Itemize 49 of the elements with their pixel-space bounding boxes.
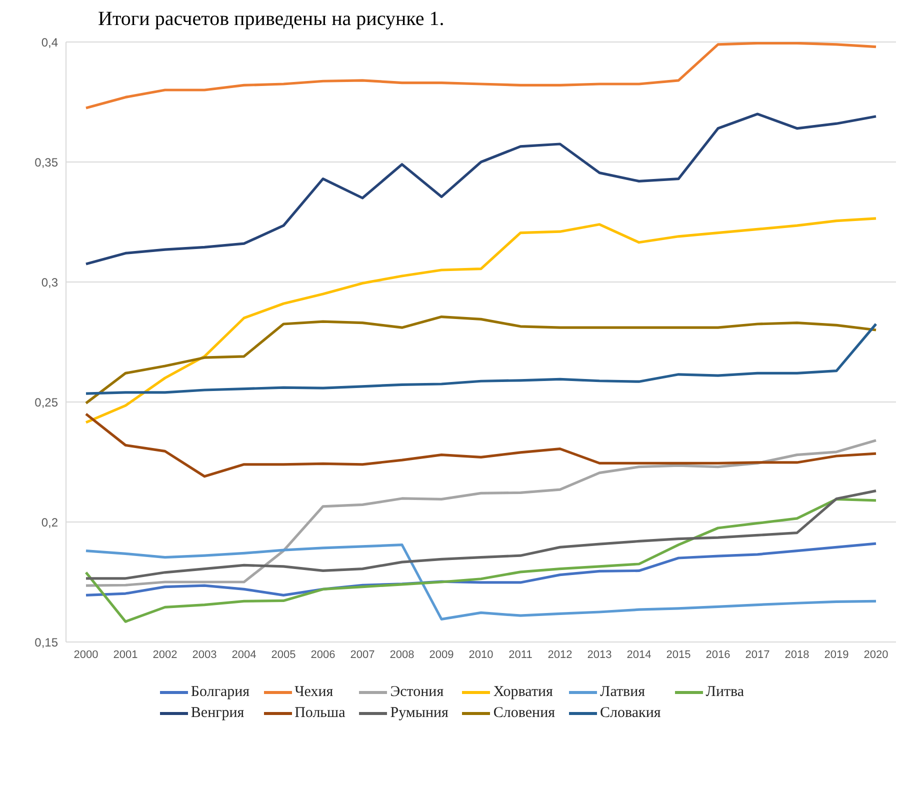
x-tick-label: 2004 [232, 648, 256, 661]
legend-label: Хорватия [493, 684, 553, 701]
line-series [84, 217, 878, 424]
x-tick-label: 2013 [587, 648, 612, 661]
legend-label: Латвия [600, 684, 646, 701]
y-tick-label: 0,3 [41, 275, 58, 290]
x-tick-label: 2006 [310, 648, 336, 661]
line-series [84, 316, 878, 404]
x-tick-label: 2019 [824, 648, 849, 661]
x-tick-label: 2005 [271, 648, 296, 661]
legend-label: Польша [294, 705, 346, 722]
line-series [84, 439, 878, 587]
x-tick-label: 2018 [784, 648, 810, 661]
x-tick-label: 2017 [745, 648, 770, 661]
legend-label: Венгрия [190, 705, 244, 722]
x-tick-label: 2011 [508, 648, 532, 661]
legend-label: Чехия [294, 684, 334, 701]
x-tick-label: 2015 [666, 648, 691, 661]
line-series [84, 42, 878, 110]
x-tick-label: 2020 [864, 648, 888, 661]
line-series [84, 490, 878, 580]
y-tick-label: 0,25 [34, 395, 58, 410]
line-series [84, 412, 878, 478]
legend-label: Эстония [390, 684, 444, 701]
legend-label: Литва [706, 684, 744, 701]
y-tick-label: 0,15 [34, 635, 58, 650]
x-tick-label: 2008 [390, 648, 414, 661]
x-tick-label: 2016 [706, 648, 730, 661]
y-tick-label: 0,35 [34, 155, 58, 170]
line-series [84, 112, 878, 266]
x-tick-label: 2003 [192, 648, 217, 661]
x-tick-label: 2009 [429, 648, 454, 661]
x-tick-label: 2002 [152, 648, 178, 661]
y-tick-label: 0,2 [41, 515, 58, 530]
legend-label: Словения [493, 705, 556, 722]
x-tick-label: 2007 [350, 648, 375, 661]
x-tick-label: 2000 [74, 648, 98, 661]
line-series [84, 498, 878, 623]
line-series [84, 544, 878, 620]
x-tick-label: 2012 [548, 648, 572, 661]
legend-label: Болгария [190, 684, 250, 701]
line-series [84, 322, 878, 395]
legend-label: Румыния [390, 705, 448, 722]
y-tick-label: 0,4 [41, 35, 58, 50]
x-tick-label: 2001 [113, 648, 138, 661]
x-tick-label: 2014 [626, 648, 652, 661]
x-tick-label: 2010 [468, 648, 494, 661]
legend-label: Словакия [600, 705, 661, 722]
text: Итоги расчетов приведены на рисунке 1. [97, 8, 446, 32]
